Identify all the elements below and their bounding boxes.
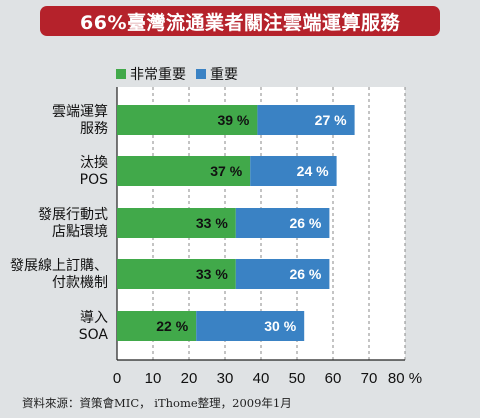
category-label-line: 服務 <box>80 121 108 137</box>
category-label-line: POS <box>80 172 108 188</box>
data-label: 26 % <box>289 266 321 282</box>
category-label: 汰換 POS <box>80 155 108 188</box>
data-label: 33 % <box>196 266 228 282</box>
bar-very-important <box>117 259 236 289</box>
x-tick-label: 80 % <box>388 370 422 387</box>
category-label-line: 發展線上訂購、 <box>10 258 108 274</box>
chart-title: 66%臺灣流通業者關注雲端運算服務 <box>40 6 440 36</box>
bar-very-important <box>117 208 236 238</box>
category-label-line: 發展行動式 <box>38 207 108 223</box>
category-label-line: 店點環境 <box>52 224 108 240</box>
category-label: 雲端運算服務 <box>52 104 108 137</box>
bar-important <box>235 259 330 289</box>
legend-swatch-very-important <box>116 69 126 79</box>
bar-very-important <box>117 311 197 341</box>
legend-item-very-important: 非常重要 <box>116 64 186 84</box>
data-label: 33 % <box>196 215 228 231</box>
legend-label-very-important: 非常重要 <box>130 67 186 83</box>
x-tick-label: 10 <box>145 370 162 387</box>
data-label: 24 % <box>297 163 329 179</box>
x-tick-label: 40 <box>253 370 270 387</box>
data-label: 30 % <box>264 318 296 334</box>
category-label-line: 導入 <box>80 310 108 326</box>
x-tick-label: 30 <box>217 370 234 387</box>
legend-swatch-important <box>196 69 206 79</box>
legend: 非常重要 重要 <box>116 64 248 84</box>
x-tick-label: 70 <box>361 370 378 387</box>
category-label-line: 付款機制 <box>52 275 108 291</box>
legend-item-important: 重要 <box>196 64 238 84</box>
x-tick-label: 20 <box>181 370 198 387</box>
x-tick-label: 60 <box>325 370 342 387</box>
bar-important <box>257 105 355 135</box>
category-label-line: SOA <box>79 327 109 343</box>
bar-very-important <box>117 156 251 186</box>
x-tick-label: 50 <box>289 370 306 387</box>
x-tick-label: 0 <box>113 370 121 387</box>
category-label-line: 雲端運算 <box>52 104 108 120</box>
category-label: 發展線上訂購、付款機制 <box>10 258 108 291</box>
source-note: 資料來源：資策會MIC， iThome整理，2009年1月 <box>22 396 292 410</box>
data-label: 37 % <box>210 163 242 179</box>
category-label: 發展行動式店點環境 <box>38 207 108 240</box>
data-label: 39 % <box>217 112 249 128</box>
bar-important <box>250 156 337 186</box>
legend-label-important: 重要 <box>210 67 238 83</box>
data-label: 26 % <box>289 215 321 231</box>
data-label: 27 % <box>315 112 347 128</box>
bar-very-important <box>117 105 258 135</box>
category-label: 導入 SOA <box>79 310 109 343</box>
bar-important <box>196 311 305 341</box>
bar-important <box>235 208 330 238</box>
data-label: 22 % <box>156 318 188 334</box>
category-label-line: 汰換 <box>80 155 108 171</box>
